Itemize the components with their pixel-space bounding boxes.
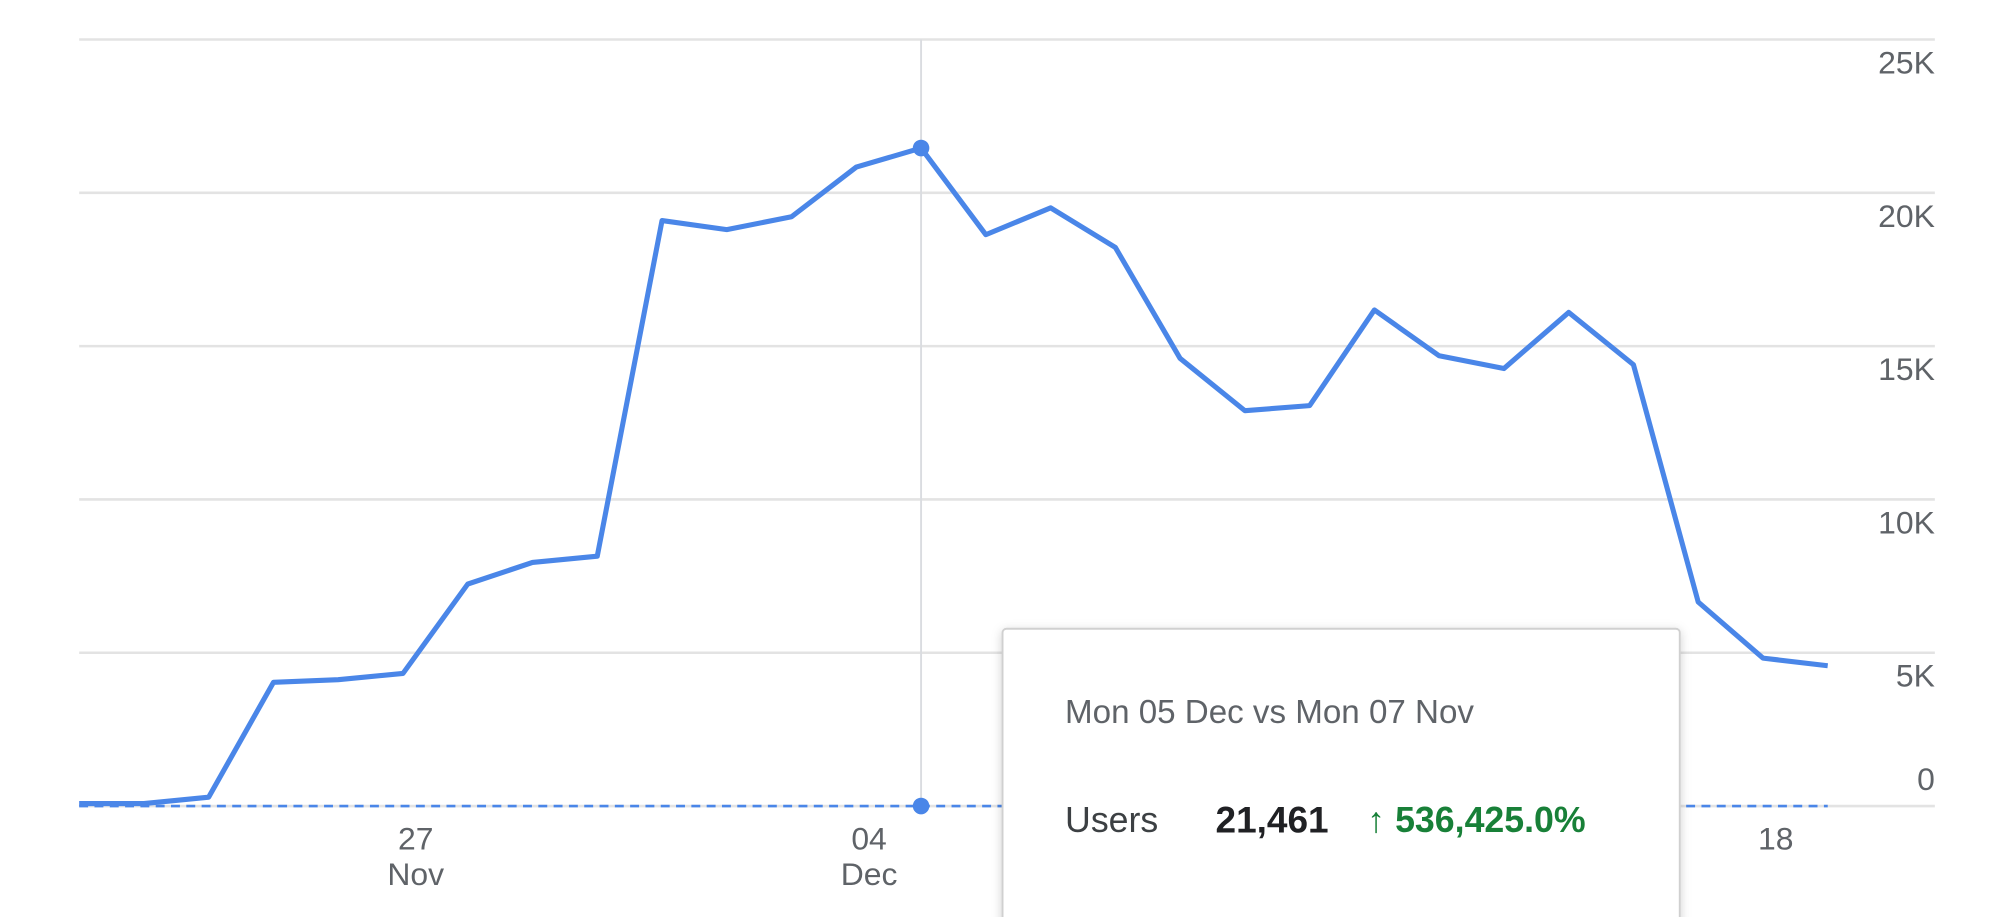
x-tick-label-box: 27 Nov <box>387 821 445 893</box>
series-line <box>79 145 1829 807</box>
y-tick-label: 10K <box>1878 504 1935 540</box>
y-tick-label: 15K <box>1878 351 1935 387</box>
y-tick-label: 5K <box>1896 658 1935 694</box>
tooltip: Mon 05 Dec vs Mon 07 Nov Users 21,461 ↑ … <box>1001 627 1681 917</box>
y-tick-label: 0 <box>1917 761 1935 797</box>
tooltip-box <box>1001 627 1681 917</box>
tooltip-title: Mon 05 Dec vs Mon 07 Nov <box>1065 694 1474 731</box>
x-tick-label: 18 <box>1757 821 1794 858</box>
hover-point <box>912 139 930 157</box>
y-tick-label: 20K <box>1878 198 1935 234</box>
hover-point <box>912 797 930 815</box>
x-tick-label: 04 Dec <box>840 821 898 893</box>
x-tick-label-box: 04 Dec <box>840 821 898 893</box>
tooltip-value: 21,461 <box>1216 799 1329 840</box>
tooltip-change: ↑ 536,425.0% <box>1367 800 1585 840</box>
x-tick-label: 27 Nov <box>387 821 445 893</box>
y-tick-label: 25K <box>1878 44 1935 80</box>
tooltip-series: Users <box>1065 800 1158 840</box>
x-tick-label-box: 18 <box>1757 821 1794 858</box>
